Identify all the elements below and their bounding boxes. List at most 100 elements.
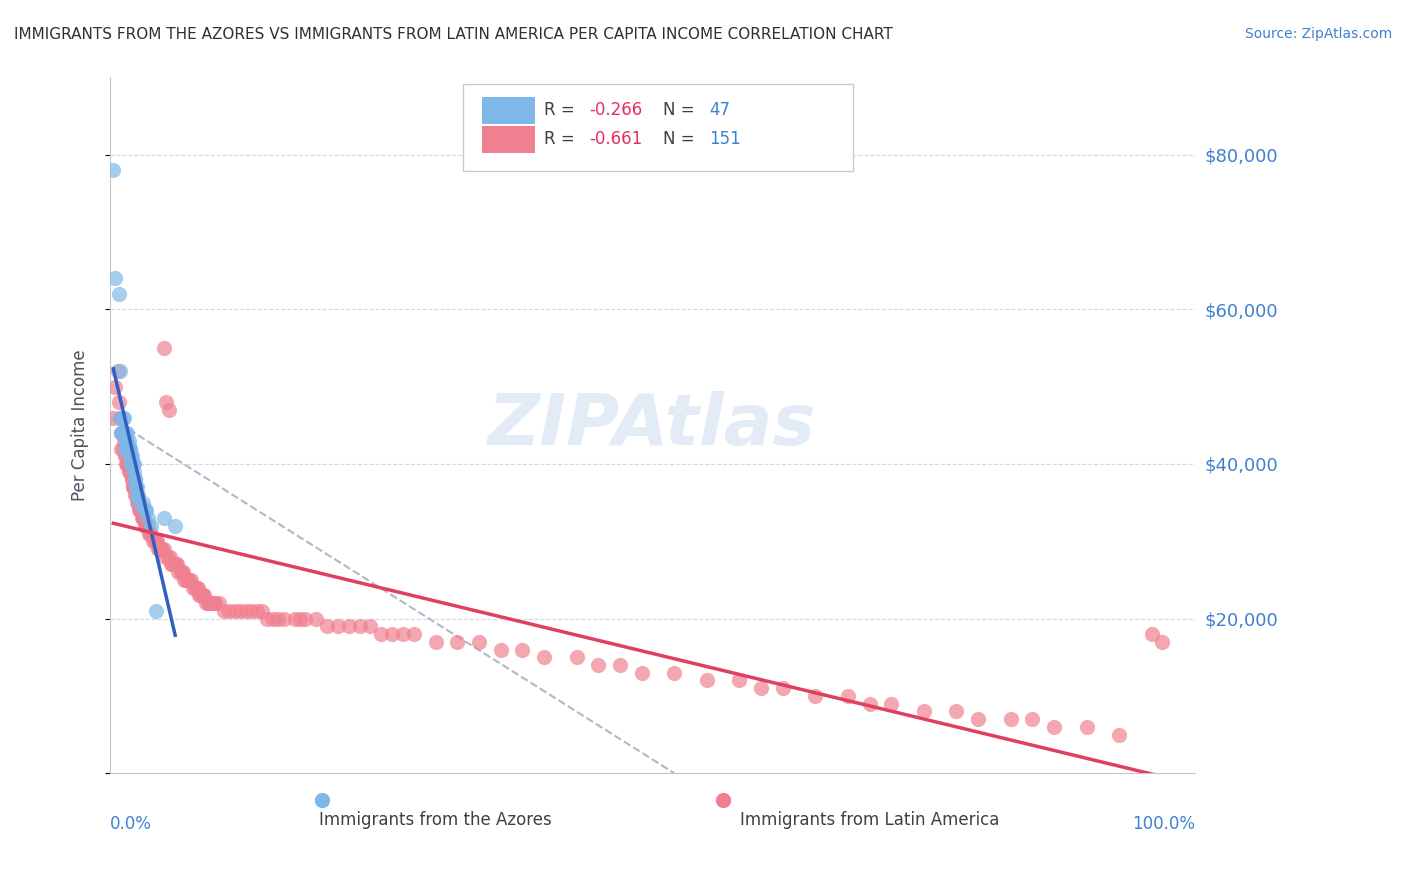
Immigrants from the Azores: [125, 480, 148, 494]
Immigrants from Latin America: [157, 402, 180, 417]
Immigrants from Latin America: [121, 472, 143, 486]
Immigrants from Latin America: [131, 511, 153, 525]
Immigrants from Latin America: [250, 604, 273, 618]
Immigrants from the Azores: [115, 434, 138, 448]
Immigrants from Latin America: [138, 526, 160, 541]
Text: Immigrants from the Azores: Immigrants from the Azores: [319, 812, 553, 830]
Immigrants from Latin America: [224, 604, 246, 618]
Immigrants from Latin America: [198, 596, 221, 610]
Immigrants from Latin America: [165, 558, 187, 572]
Immigrants from Latin America: [169, 565, 191, 579]
Immigrants from Latin America: [212, 604, 235, 618]
Text: R =: R =: [544, 130, 581, 148]
Immigrants from Latin America: [326, 619, 349, 633]
Immigrants from Latin America: [121, 472, 143, 486]
Immigrants from Latin America: [235, 604, 257, 618]
Immigrants from Latin America: [425, 634, 447, 648]
Immigrants from Latin America: [512, 642, 534, 657]
Immigrants from Latin America: [267, 611, 290, 625]
Immigrants from the Azores: [104, 271, 127, 285]
Immigrants from Latin America: [124, 488, 146, 502]
Immigrants from Latin America: [664, 665, 686, 680]
Immigrants from Latin America: [200, 596, 222, 610]
Immigrants from Latin America: [143, 534, 166, 549]
Immigrants from Latin America: [155, 395, 177, 409]
Immigrants from Latin America: [128, 503, 150, 517]
Immigrants from Latin America: [945, 704, 967, 718]
Immigrants from Latin America: [177, 573, 200, 587]
Immigrants from the Azores: [118, 442, 141, 456]
Immigrants from Latin America: [155, 549, 177, 564]
FancyBboxPatch shape: [482, 126, 536, 153]
Immigrants from Latin America: [967, 712, 990, 726]
Immigrants from the Azores: [118, 442, 141, 456]
Immigrants from Latin America: [181, 581, 204, 595]
Immigrants from the Azores: [117, 442, 139, 456]
Immigrants from Latin America: [120, 465, 142, 479]
Immigrants from Latin America: [316, 619, 339, 633]
Immigrants from Latin America: [446, 634, 468, 648]
Immigrants from Latin America: [194, 596, 217, 610]
Immigrants from Latin America: [145, 534, 167, 549]
Immigrants from Latin America: [172, 565, 194, 579]
Immigrants from Latin America: [162, 558, 184, 572]
Immigrants from Latin America: [117, 457, 139, 471]
Immigrants from Latin America: [533, 650, 555, 665]
Text: -0.661: -0.661: [589, 130, 643, 148]
Immigrants from the Azores: [121, 457, 143, 471]
Immigrants from Latin America: [127, 495, 149, 509]
Immigrants from Latin America: [127, 488, 149, 502]
Immigrants from Latin America: [179, 573, 201, 587]
Immigrants from Latin America: [122, 480, 145, 494]
Immigrants from Latin America: [134, 518, 156, 533]
Immigrants from the Azores: [118, 449, 141, 463]
Immigrants from Latin America: [145, 534, 167, 549]
Immigrants from Latin America: [197, 596, 219, 610]
Immigrants from the Azores: [114, 442, 136, 456]
Immigrants from the Azores: [145, 604, 167, 618]
Immigrants from the Azores: [120, 449, 142, 463]
Immigrants from Latin America: [191, 588, 214, 602]
Immigrants from Latin America: [193, 588, 215, 602]
Immigrants from Latin America: [132, 511, 155, 525]
Immigrants from Latin America: [153, 541, 176, 556]
Immigrants from Latin America: [149, 541, 172, 556]
Immigrants from Latin America: [337, 619, 360, 633]
Immigrants from Latin America: [129, 503, 152, 517]
Text: -0.266: -0.266: [589, 101, 643, 120]
Immigrants from Latin America: [245, 604, 267, 618]
Immigrants from Latin America: [489, 642, 512, 657]
Immigrants from Latin America: [288, 611, 311, 625]
Immigrants from Latin America: [183, 581, 205, 595]
Immigrants from the Azores: [122, 465, 145, 479]
Immigrants from Latin America: [131, 511, 153, 525]
Immigrants from Latin America: [121, 480, 143, 494]
Immigrants from the Azores: [122, 457, 145, 471]
Immigrants from Latin America: [110, 442, 132, 456]
Immigrants from Latin America: [180, 573, 202, 587]
Immigrants from the Azores: [112, 425, 135, 440]
Immigrants from the Azores: [115, 434, 138, 448]
Immigrants from Latin America: [468, 634, 491, 648]
Immigrants from Latin America: [112, 442, 135, 456]
Immigrants from the Azores: [107, 286, 129, 301]
Immigrants from the Azores: [117, 425, 139, 440]
Immigrants from Latin America: [837, 689, 859, 703]
Immigrants from Latin America: [110, 425, 132, 440]
Immigrants from Latin America: [858, 697, 880, 711]
Immigrants from Latin America: [139, 526, 162, 541]
Immigrants from Latin America: [150, 541, 173, 556]
Y-axis label: Per Capita Income: Per Capita Income: [72, 350, 89, 501]
Immigrants from Latin America: [294, 611, 316, 625]
Immigrants from Latin America: [142, 534, 165, 549]
Immigrants from Latin America: [1043, 720, 1066, 734]
Immigrants from the Azores: [112, 410, 135, 425]
Immigrants from Latin America: [135, 518, 157, 533]
Immigrants from the Azores: [127, 480, 149, 494]
Immigrants from Latin America: [117, 457, 139, 471]
Immigrants from Latin America: [103, 410, 125, 425]
Immigrants from the Azores: [127, 488, 149, 502]
Text: 151: 151: [709, 130, 741, 148]
Immigrants from Latin America: [117, 465, 139, 479]
Immigrants from Latin America: [193, 588, 215, 602]
